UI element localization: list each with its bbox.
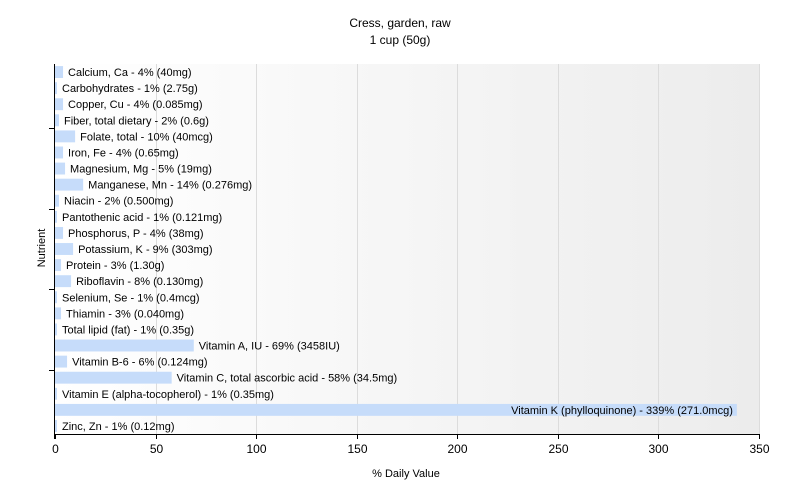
bar-label: Protein - 3% (1.30g) bbox=[66, 260, 164, 272]
bar-label: Niacin - 2% (0.500mg) bbox=[64, 196, 173, 208]
bar bbox=[55, 82, 58, 95]
bar-label: Phosphorus, P - 4% (38mg) bbox=[68, 228, 204, 240]
x-tick-label: 100 bbox=[246, 442, 266, 456]
y-axis-label: Nutrient bbox=[36, 229, 48, 268]
bar-label: Pantothenic acid - 1% (0.121mg) bbox=[62, 212, 222, 224]
bar bbox=[55, 355, 68, 368]
bar bbox=[55, 339, 194, 352]
bar bbox=[55, 307, 62, 320]
bar-label: Calcium, Ca - 4% (40mg) bbox=[68, 67, 191, 79]
bar-label: Vitamin K (phylloquinone) - 339% (271.0m… bbox=[511, 405, 733, 417]
bar bbox=[55, 403, 737, 416]
bar-label: Vitamin C, total ascorbic acid - 58% (34… bbox=[177, 373, 398, 385]
x-tick-label: 150 bbox=[347, 442, 367, 456]
bar-label: Vitamin E (alpha-tocopherol) - 1% (0.35m… bbox=[62, 389, 274, 401]
bar-label: Riboflavin - 8% (0.130mg) bbox=[76, 276, 203, 288]
chart-subtitle: 1 cup (50g) bbox=[370, 33, 431, 47]
bar-label: Fiber, total dietary - 2% (0.6g) bbox=[64, 115, 209, 127]
bar bbox=[55, 259, 62, 272]
bar bbox=[55, 194, 60, 207]
x-tick-label: 250 bbox=[548, 442, 568, 456]
bar bbox=[55, 275, 72, 288]
bar-label: Manganese, Mn - 14% (0.276mg) bbox=[88, 180, 252, 192]
bar bbox=[55, 98, 64, 111]
bar-label: Selenium, Se - 1% (0.4mcg) bbox=[62, 292, 200, 304]
bar-label: Carbohydrates - 1% (2.75g) bbox=[62, 83, 198, 95]
plot-area bbox=[55, 64, 759, 434]
bar bbox=[55, 162, 66, 175]
x-tick-label: 200 bbox=[447, 442, 467, 456]
x-tick-label: 50 bbox=[150, 442, 164, 456]
bar-label: Potassium, K - 9% (303mg) bbox=[78, 244, 213, 256]
bar bbox=[55, 243, 74, 255]
bar bbox=[55, 371, 172, 384]
bar-label: Magnesium, Mg - 5% (19mg) bbox=[70, 164, 212, 176]
bar-label: Iron, Fe - 4% (0.65mg) bbox=[68, 147, 179, 159]
bar bbox=[55, 420, 58, 432]
bar bbox=[55, 210, 58, 223]
bar-label: Thiamin - 3% (0.040mg) bbox=[66, 308, 184, 320]
x-tick-label: 350 bbox=[749, 442, 769, 456]
bar-label: Total lipid (fat) - 1% (0.35g) bbox=[62, 324, 194, 336]
bar bbox=[55, 114, 60, 127]
bar-label: Folate, total - 10% (40mcg) bbox=[80, 131, 213, 143]
bar bbox=[55, 387, 58, 400]
bar-label: Zinc, Zn - 1% (0.12mg) bbox=[62, 421, 174, 433]
bar bbox=[55, 226, 64, 239]
bar bbox=[55, 66, 64, 78]
bar bbox=[55, 130, 76, 143]
bar bbox=[55, 323, 58, 336]
bar-label: Vitamin B-6 - 6% (0.124mg) bbox=[72, 357, 208, 369]
x-tick-label: 0 bbox=[52, 442, 59, 456]
bar bbox=[55, 291, 58, 304]
bar-label: Copper, Cu - 4% (0.085mg) bbox=[68, 99, 203, 111]
bar-label: Vitamin A, IU - 69% (3458IU) bbox=[199, 341, 340, 353]
x-tick-label: 300 bbox=[648, 442, 668, 456]
x-axis-label: % Daily Value bbox=[372, 468, 440, 480]
bar bbox=[55, 178, 84, 191]
bar bbox=[55, 146, 64, 159]
chart-title: Cress, garden, raw bbox=[349, 16, 451, 30]
